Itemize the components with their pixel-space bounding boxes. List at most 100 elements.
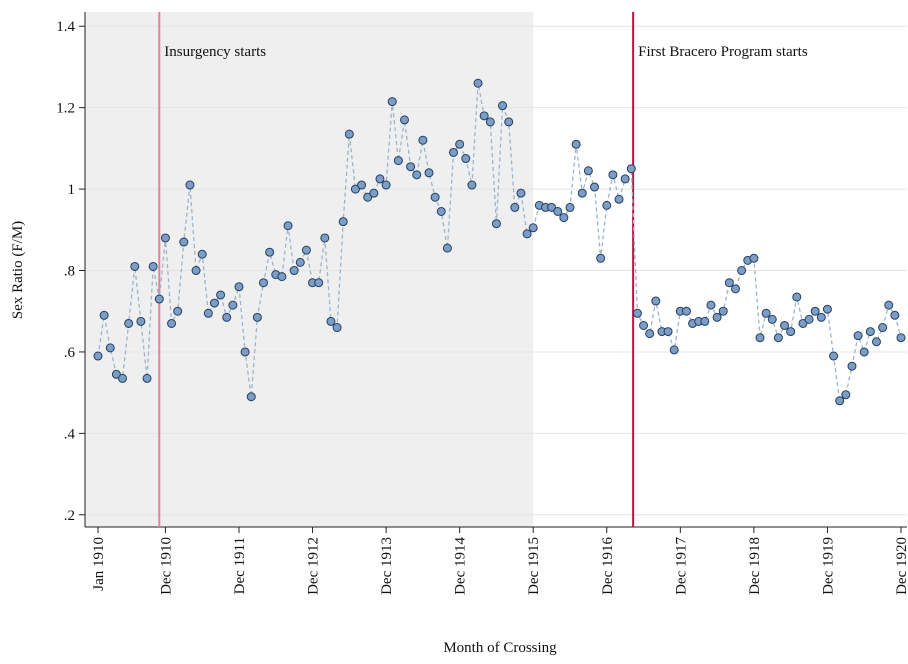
y-tick-label: 1.4 xyxy=(56,19,75,35)
y-tick-label: .2 xyxy=(64,508,75,524)
data-point xyxy=(792,292,802,302)
x-tick-label: Dec 1914 xyxy=(453,537,469,595)
data-point xyxy=(289,266,299,276)
data-point xyxy=(259,278,269,288)
data-point xyxy=(547,202,557,212)
data-point xyxy=(571,139,581,149)
data-point xyxy=(522,229,532,239)
data-point xyxy=(154,294,164,304)
data-point xyxy=(669,345,679,355)
data-point xyxy=(167,318,177,328)
data-point xyxy=(301,245,311,255)
data-point xyxy=(780,320,790,330)
data-point xyxy=(118,373,128,383)
data-point xyxy=(467,180,477,190)
data-point xyxy=(737,266,747,276)
data-point xyxy=(173,306,183,316)
data-point xyxy=(810,306,820,316)
data-point xyxy=(890,310,900,320)
data-point xyxy=(602,200,612,210)
data-point xyxy=(559,213,569,223)
data-point xyxy=(393,156,403,166)
x-tick-label: Dec 1911 xyxy=(232,537,248,594)
data-point xyxy=(761,308,771,318)
data-point xyxy=(871,337,881,347)
data-point xyxy=(350,184,360,194)
data-point xyxy=(406,162,416,172)
data-point xyxy=(387,97,397,107)
data-point xyxy=(277,272,287,282)
data-point xyxy=(124,318,134,328)
data-point xyxy=(645,329,655,339)
data-point xyxy=(424,168,434,178)
data-point xyxy=(209,298,219,308)
data-point xyxy=(222,312,232,322)
data-point xyxy=(755,333,765,343)
x-tick-label: Dec 1920 xyxy=(894,537,908,595)
data-point xyxy=(479,111,489,121)
data-point xyxy=(99,310,109,320)
data-point xyxy=(835,396,845,406)
data-point xyxy=(375,174,385,184)
data-point xyxy=(712,312,722,322)
y-axis-title: Sex Ratio (F/M) xyxy=(10,221,26,319)
data-point xyxy=(142,373,152,383)
y-tick-label: .8 xyxy=(64,264,75,280)
x-tick-label: Dec 1915 xyxy=(526,537,542,595)
x-tick-label: Jan 1910 xyxy=(91,537,107,591)
y-tick-label: 1 xyxy=(68,182,76,198)
data-point xyxy=(504,117,514,127)
data-point xyxy=(577,188,587,198)
data-point xyxy=(216,290,226,300)
data-point xyxy=(111,369,121,379)
data-point xyxy=(326,316,336,326)
data-point xyxy=(130,261,140,271)
data-point xyxy=(418,135,428,145)
data-point xyxy=(749,253,759,263)
y-tick-label: 1.2 xyxy=(56,101,75,117)
data-point xyxy=(234,282,244,292)
data-point xyxy=(203,308,213,318)
data-point xyxy=(473,78,483,88)
data-point xyxy=(700,316,710,326)
data-point xyxy=(197,249,207,259)
data-point xyxy=(369,188,379,198)
data-point xyxy=(136,316,146,326)
data-point xyxy=(357,180,367,190)
data-point xyxy=(847,361,857,371)
y-tick-label: .4 xyxy=(64,426,76,442)
data-point xyxy=(583,166,593,176)
x-tick-label: Dec 1916 xyxy=(600,537,616,595)
data-point xyxy=(295,257,305,267)
data-point xyxy=(804,314,814,324)
data-point xyxy=(596,253,606,263)
x-tick-label: Dec 1910 xyxy=(158,537,174,595)
data-point xyxy=(412,170,422,180)
data-point xyxy=(332,323,342,333)
data-point xyxy=(314,278,324,288)
data-point xyxy=(681,306,691,316)
data-point xyxy=(822,304,832,314)
data-point xyxy=(93,351,103,361)
data-point xyxy=(179,237,189,247)
data-point xyxy=(498,101,508,111)
data-point xyxy=(430,192,440,202)
data-point xyxy=(632,308,642,318)
data-point xyxy=(841,390,851,400)
data-point xyxy=(228,300,238,310)
x-tick-label: Dec 1917 xyxy=(673,537,689,595)
data-point xyxy=(485,117,495,127)
data-point xyxy=(320,233,330,243)
annotation: Insurgency starts xyxy=(164,44,266,60)
y-tick-label: .6 xyxy=(64,345,76,361)
data-point xyxy=(878,323,888,333)
data-point xyxy=(436,206,446,216)
data-point xyxy=(724,278,734,288)
data-point xyxy=(516,188,526,198)
data-point xyxy=(773,333,783,343)
x-tick-label: Dec 1918 xyxy=(747,537,763,595)
data-point xyxy=(240,347,250,357)
data-point xyxy=(859,347,869,357)
data-point xyxy=(455,139,465,149)
